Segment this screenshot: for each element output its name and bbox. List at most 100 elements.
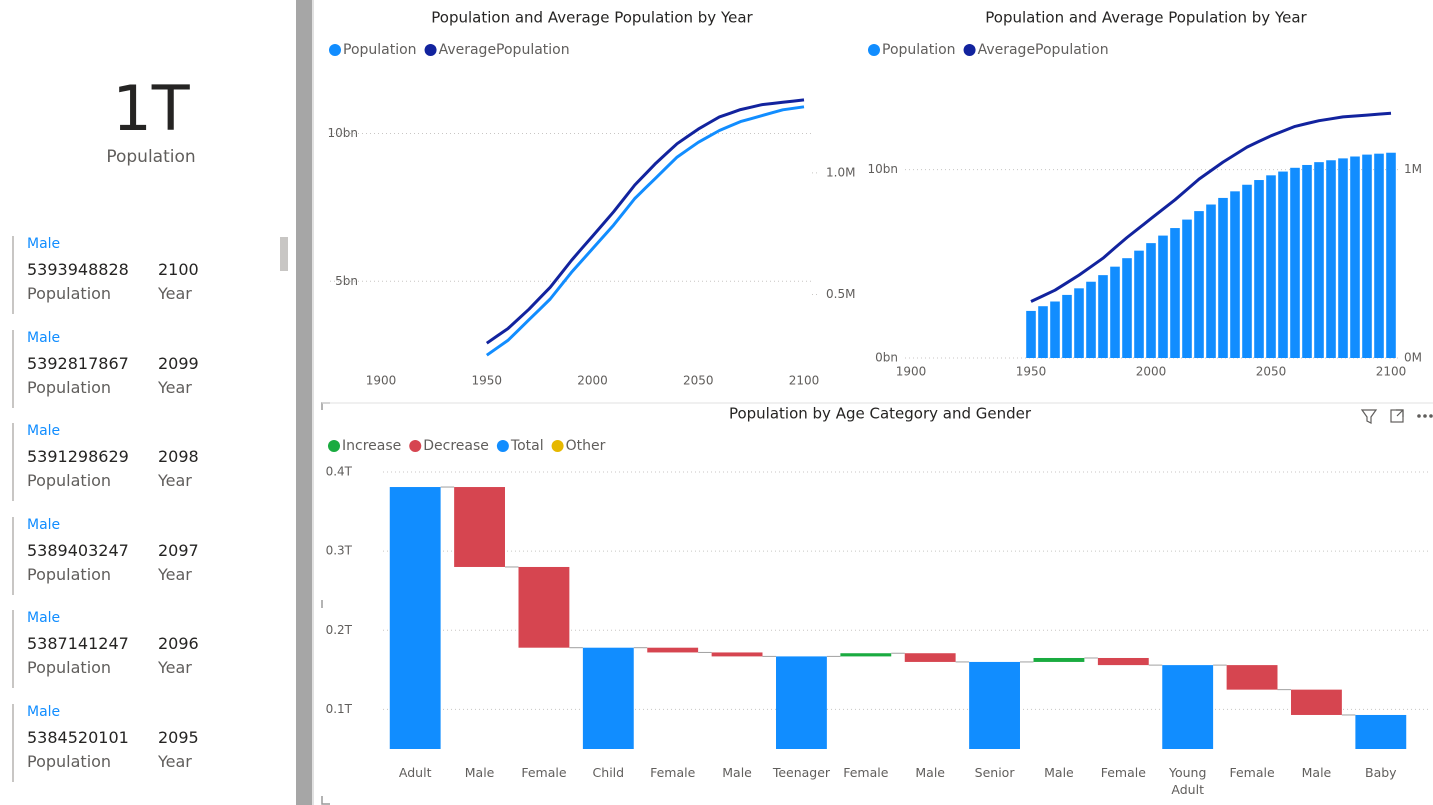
bar — [1194, 211, 1204, 358]
y-tick-label: 10bn — [868, 162, 899, 176]
y-tick-label: 0.4T — [326, 464, 353, 478]
pane-divider — [296, 0, 312, 805]
chart-title: Population and Average Population by Yea… — [431, 9, 753, 27]
y2-tick-label: 1.0M — [826, 165, 855, 179]
item-year: 2095 — [158, 727, 199, 747]
legend-marker — [868, 44, 880, 56]
legend-marker — [409, 440, 422, 452]
bar — [1050, 301, 1060, 358]
bar — [1110, 266, 1120, 358]
bar — [1242, 184, 1252, 358]
x-tick-label: 2100 — [789, 374, 820, 388]
item-year-label: Year — [158, 751, 192, 771]
item-gender: Male — [27, 236, 61, 252]
waterfall-bar — [776, 656, 827, 749]
list-item: Male 5393948828 Population 2100 Year — [12, 236, 284, 314]
line — [485, 98, 805, 345]
bar — [1326, 160, 1336, 358]
waterfall-bar — [518, 566, 570, 648]
list-item: Male 5391298629 Population 2098 Year — [12, 423, 284, 501]
item-population: 5384520101 — [27, 727, 129, 747]
bar — [1158, 235, 1168, 358]
x-tick-label: 1950 — [471, 374, 502, 388]
bar — [1386, 152, 1396, 358]
scrollbar[interactable] — [280, 237, 288, 271]
item-population-label: Population — [27, 564, 112, 584]
legend-marker — [496, 440, 509, 452]
bar — [1026, 310, 1036, 358]
x-tick-label: 2000 — [1136, 365, 1167, 379]
legend-label: Increase — [342, 438, 401, 454]
item-population-label: Population — [27, 377, 112, 397]
legend-label: Population — [882, 42, 956, 58]
waterfall-bar — [454, 487, 505, 567]
item-gender: Male — [27, 329, 61, 346]
bar — [1038, 306, 1048, 358]
y-tick-label: 0.3T — [326, 544, 353, 558]
y2-tick-label: 1M — [1404, 162, 1422, 176]
item-population: 5391298629 — [27, 447, 129, 466]
visual-header-icons[interactable] — [1360, 409, 1433, 424]
waterfall-bar — [389, 487, 441, 749]
chart-title: Population by Age Category and Gender — [729, 405, 1032, 423]
waterfall-bar — [1033, 657, 1085, 662]
legend-label: Total — [510, 438, 544, 454]
item-year-label: Year — [158, 658, 192, 677]
item-population: 5389403247 — [27, 540, 129, 560]
legend-marker — [963, 44, 976, 56]
item-gender: Male — [27, 423, 61, 439]
bar — [1122, 258, 1132, 358]
waterfall-bar — [840, 653, 892, 657]
waterfall-bar — [1097, 657, 1149, 666]
item-population-label: Population — [27, 284, 112, 303]
bar — [1362, 154, 1372, 358]
waterfall-bar — [904, 653, 956, 662]
bar — [1146, 243, 1156, 358]
line — [485, 105, 805, 357]
waterfall-bar — [647, 647, 699, 653]
y-tick-label: 0.1T — [326, 702, 353, 716]
legend-marker — [328, 440, 340, 452]
bar — [1098, 275, 1108, 358]
y2-tick-label: 0M — [1404, 351, 1422, 365]
item-gender: Male — [27, 610, 61, 626]
waterfall-bar — [1162, 665, 1214, 749]
legend-label: Population — [343, 42, 417, 58]
legend-label: Other — [566, 438, 606, 454]
pane-edge — [312, 0, 314, 805]
bar — [1290, 167, 1300, 358]
bar — [1170, 228, 1180, 358]
y-tick-label: 0bn — [875, 351, 898, 365]
chart-title: Population and Average Population by Yea… — [985, 9, 1307, 27]
left-panel: 1T Population Male 5393948828 Population 21… — [0, 0, 295, 805]
bar — [1278, 171, 1288, 358]
item-population: 5387141247 — [27, 634, 129, 653]
bar — [1254, 180, 1264, 358]
bar — [1302, 164, 1312, 358]
x-tick-label: 2000 — [577, 374, 608, 388]
bar — [1314, 162, 1324, 358]
bar — [1350, 156, 1360, 358]
bar — [1206, 204, 1216, 358]
item-gender: Male — [27, 703, 61, 720]
legend-marker — [329, 44, 341, 56]
list-item: Male 5389403247 Population 2097 Year — [12, 516, 284, 595]
item-year-label: Year — [158, 471, 192, 490]
bar — [1062, 294, 1072, 358]
visual-frame — [321, 402, 1433, 805]
legend-label: Decrease — [423, 438, 489, 454]
waterfall-bar — [969, 661, 1020, 749]
legend-label: AveragePopulation — [978, 42, 1109, 58]
list-item: Male 5387141247 Population 2096 Year — [12, 610, 284, 688]
item-population-label: Population — [27, 471, 112, 490]
bar — [1266, 175, 1276, 358]
item-population: 5392817867 — [27, 353, 129, 373]
bar — [1374, 153, 1384, 358]
item-year: 2098 — [158, 447, 199, 466]
item-year-label: Year — [158, 377, 192, 397]
legend-marker — [551, 440, 564, 452]
card-label: Population — [106, 147, 196, 167]
card-value: 1T — [112, 72, 190, 145]
